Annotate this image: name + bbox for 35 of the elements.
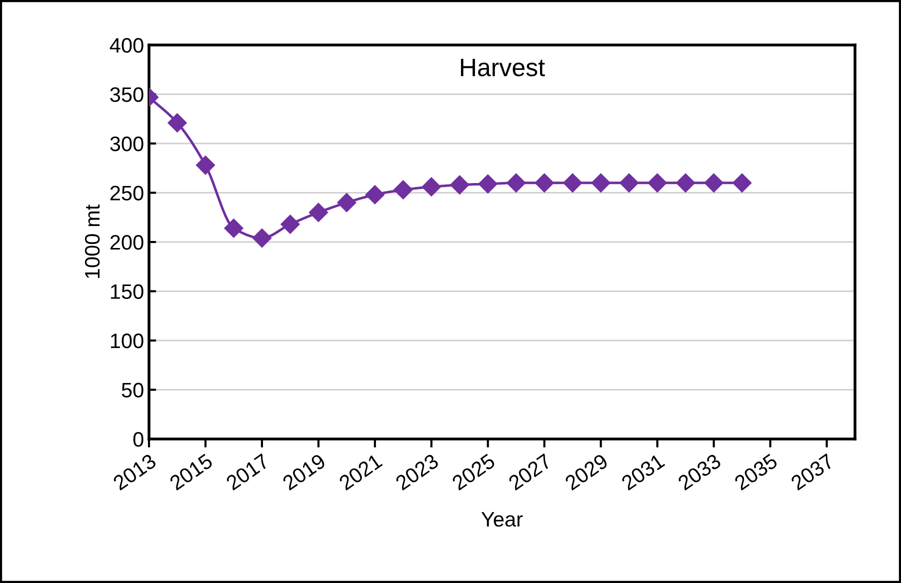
point: [478, 174, 498, 194]
y-tick-label: 50: [122, 382, 144, 398]
y-tick-label: 350: [110, 87, 144, 102]
y-tick-label: 250: [110, 186, 144, 201]
point: [168, 113, 187, 132]
chart-title: Harvest: [460, 58, 545, 76]
point: [676, 173, 696, 192]
y-tick-label: 300: [110, 136, 144, 152]
point: [252, 228, 272, 248]
y-axis-title: 1000 mt: [84, 204, 100, 278]
x-tick-label: 2021: [338, 453, 383, 491]
point: [704, 173, 724, 192]
point: [563, 173, 582, 192]
point: [337, 193, 356, 212]
point: [591, 173, 610, 192]
x-tick-label: 2031: [620, 453, 666, 491]
point: [534, 173, 554, 192]
y-tick-label: 150: [110, 284, 144, 300]
y-tick-label: 200: [110, 235, 144, 250]
point: [308, 202, 328, 222]
point: [620, 173, 639, 192]
point: [450, 175, 470, 194]
point: [196, 156, 216, 175]
point: [506, 173, 526, 192]
point: [422, 177, 441, 196]
point: [648, 173, 667, 192]
y-tick-label: 400: [110, 38, 144, 53]
point: [732, 173, 752, 192]
point: [280, 214, 300, 234]
x-axis-title: Year: [481, 512, 523, 527]
y-tick-label: 100: [110, 334, 144, 348]
point: [224, 218, 244, 238]
point: [394, 180, 413, 200]
point: [365, 185, 384, 204]
y-tick-label: 0: [133, 432, 144, 447]
